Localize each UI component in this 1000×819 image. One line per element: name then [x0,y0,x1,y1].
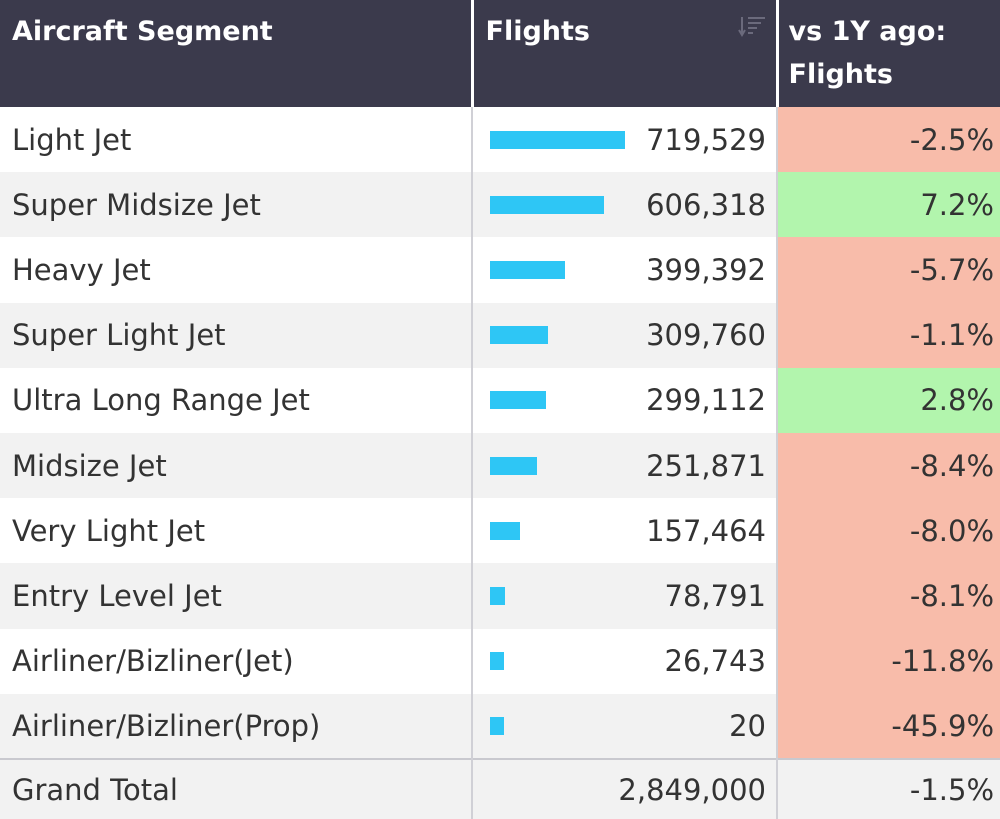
flights-value: 20 [729,708,766,743]
flights-value: 26,743 [664,644,766,679]
flights-bar [490,456,537,475]
segment-cell: Light Jet [0,107,473,173]
flights-cell: 299,112 [472,367,778,433]
flights-bar [490,586,505,605]
change-cell: -8.0% [777,498,1000,564]
table-row: Ultra Long Range Jet 299,112 2.8% [0,367,1000,433]
change-cell: -8.4% [777,432,1000,499]
table-row: Super Midsize Jet 606,318 7.2% [0,172,1000,238]
table-row: Midsize Jet 251,871 -8.4% [0,432,1000,499]
header-row: Aircraft Segment Flights vs 1Y ago: Flig… [0,0,1000,107]
table-row: Super Light Jet 309,760 -1.1% [0,302,1000,368]
segment-cell: Ultra Long Range Jet [0,367,473,433]
flights-value: 251,871 [646,448,766,483]
flights-cell: 20 [472,693,778,759]
flights-cell: 251,871 [472,432,778,499]
table-row: Very Light Jet 157,464 -8.0% [0,498,1000,564]
flights-cell: 606,318 [472,172,778,238]
table-body: Light Jet 719,529 -2.5% Super Midsize Jet 60… [0,107,1000,759]
flights-bar [490,195,604,214]
flights-bar [490,326,548,345]
flights-cell: 78,791 [472,563,778,629]
segment-cell: Super Light Jet [0,302,473,368]
flights-value: 719,529 [646,122,766,157]
header-aircraft-segment[interactable]: Aircraft Segment [0,0,474,107]
flights-cell: 26,743 [472,628,778,694]
change-cell: -8.1% [777,563,1000,629]
change-cell: 7.2% [777,172,1000,238]
segment-cell: Very Light Jet [0,498,473,564]
segment-cell: Super Midsize Jet [0,172,473,238]
grand-total-label: Grand Total [0,758,473,819]
change-cell: -2.5% [777,107,1000,173]
table-row: Airliner/Bizliner(Prop) 20 -45.9% [0,693,1000,759]
segment-cell: Midsize Jet [0,432,473,499]
flights-bar [490,716,504,735]
sort-descending-icon[interactable] [737,14,766,40]
segment-cell: Heavy Jet [0,237,473,303]
flights-value: 157,464 [646,513,766,548]
grand-total-flights: 2,849,000 [472,758,778,819]
change-cell: -1.1% [777,302,1000,368]
segment-cell: Airliner/Bizliner(Jet) [0,628,473,694]
flights-cell: 399,392 [472,237,778,303]
flights-cell: 157,464 [472,498,778,564]
flights-bar [490,391,546,410]
grand-total-row: Grand Total 2,849,000 -1.5% [0,758,1000,819]
flights-bar [490,260,565,279]
flights-bar [490,652,504,671]
flights-value: 399,392 [646,252,766,287]
flights-cell: 719,529 [472,107,778,173]
flights-bar [490,130,625,149]
flights-bar [490,521,520,540]
table-row: Light Jet 719,529 -2.5% [0,107,1000,173]
table-row: Heavy Jet 399,392 -5.7% [0,237,1000,303]
segment-cell: Entry Level Jet [0,563,473,629]
table-row: Airliner/Bizliner(Jet) 26,743 -11.8% [0,628,1000,694]
change-cell: -5.7% [777,237,1000,303]
flights-value: 606,318 [646,187,766,222]
grand-total-change: -1.5% [777,758,1000,819]
header-vs-1y-ago[interactable]: vs 1Y ago: Flights [777,0,1000,107]
change-cell: 2.8% [777,367,1000,433]
flights-value: 78,791 [664,578,766,613]
change-cell: -11.8% [777,628,1000,694]
flights-value: 309,760 [646,318,766,353]
change-cell: -45.9% [777,693,1000,759]
segment-cell: Airliner/Bizliner(Prop) [0,693,473,759]
header-flights-label: Flights [485,16,590,47]
header-flights[interactable]: Flights [472,0,779,107]
flights-cell: 309,760 [472,302,778,368]
flights-value: 299,112 [646,383,766,418]
table-row: Entry Level Jet 78,791 -8.1% [0,563,1000,629]
